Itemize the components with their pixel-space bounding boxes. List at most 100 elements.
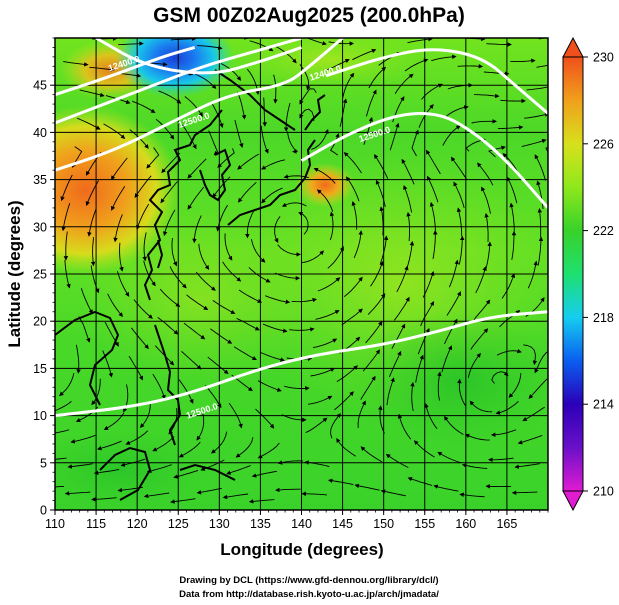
streamline [367, 293, 386, 315]
streamline [224, 233, 233, 261]
streamline [64, 491, 91, 496]
streamline [181, 351, 202, 370]
streamline [471, 119, 497, 124]
streamline [119, 242, 124, 272]
streamline [248, 499, 275, 504]
streamline [236, 91, 247, 120]
streamline [403, 184, 413, 213]
streamline [511, 230, 517, 260]
streamline [250, 238, 266, 263]
x-axis-title: Longitude (degrees) [220, 540, 383, 559]
streamline [528, 378, 548, 399]
y-tick-label: 30 [33, 220, 47, 234]
streamline [275, 487, 301, 493]
streamline [260, 125, 269, 154]
x-tick-label: 165 [496, 517, 517, 531]
streamline [283, 102, 291, 132]
x-tick-label: 110 [45, 517, 65, 531]
streamline [152, 373, 166, 400]
streamline [310, 367, 336, 377]
streamline [139, 402, 151, 428]
streamline [228, 403, 243, 429]
streamline [184, 96, 203, 117]
x-tick-label: 140 [291, 517, 312, 531]
streamline [157, 317, 179, 335]
coastline-hokkaido [304, 94, 326, 131]
streamline [113, 214, 123, 243]
streamline [496, 348, 522, 356]
coastline-indonesia [179, 463, 236, 481]
coastline-siberia [214, 69, 296, 131]
streamline [457, 63, 484, 69]
streamline [378, 405, 385, 434]
streamline [407, 476, 433, 486]
streamline [197, 45, 223, 50]
x-tick-label: 115 [86, 517, 106, 531]
y-tick-label: 25 [33, 268, 47, 282]
x-tick-label: 120 [127, 517, 148, 531]
streamline [432, 229, 438, 259]
x-tick-label: 155 [414, 517, 435, 531]
streamline [385, 453, 409, 468]
streamline [298, 212, 309, 235]
streamline [391, 323, 406, 349]
streamline [485, 241, 492, 271]
streamline [477, 162, 494, 186]
streamline [536, 64, 548, 68]
streamline [328, 41, 355, 46]
streamline [406, 240, 415, 270]
streamline [483, 71, 510, 76]
y-tick-label: 20 [33, 315, 47, 329]
streamline [407, 38, 433, 44]
streamline [537, 236, 544, 266]
height-contour [55, 45, 196, 97]
streamline [343, 276, 363, 298]
streamline [360, 446, 383, 463]
streamline [261, 159, 286, 170]
streamline [170, 38, 197, 42]
streamline [380, 489, 406, 497]
streamline [78, 316, 91, 343]
streamline [379, 206, 384, 236]
colorbar-tick-label: 218 [593, 311, 614, 325]
streamline [517, 434, 543, 445]
streamline [484, 212, 489, 242]
streamline [393, 296, 410, 321]
streamline [444, 318, 458, 345]
streamline [316, 189, 334, 212]
streamline [195, 271, 216, 291]
streamline [500, 98, 526, 104]
credit-data: Data from http://database.rish.kyoto-u.a… [179, 589, 439, 600]
streamline [233, 346, 257, 361]
y-axis-title: Latitude (degrees) [5, 200, 24, 347]
streamline [245, 210, 255, 239]
streamline [456, 207, 463, 237]
streamline [255, 408, 275, 429]
streamline [162, 209, 176, 237]
streamline [142, 232, 147, 262]
streamline [491, 371, 509, 384]
x-tick-label: 145 [332, 517, 353, 531]
streamline [70, 434, 96, 444]
streamline [145, 31, 170, 34]
streamline [481, 186, 491, 214]
streamline [161, 152, 181, 174]
streamline [424, 403, 438, 430]
streamline [301, 250, 325, 264]
streamline [514, 463, 540, 469]
streamline [226, 465, 251, 475]
streamline [467, 352, 481, 378]
streamline [158, 90, 182, 104]
colorbar-tick-label: 230 [593, 51, 614, 65]
coastline-china [143, 109, 223, 301]
streamline [192, 215, 202, 244]
streamline [488, 457, 514, 463]
streamline [444, 415, 464, 435]
streamline [238, 182, 257, 203]
streamline [357, 400, 366, 428]
streamline [351, 201, 358, 230]
streamline [159, 288, 181, 308]
streamline [404, 58, 429, 72]
